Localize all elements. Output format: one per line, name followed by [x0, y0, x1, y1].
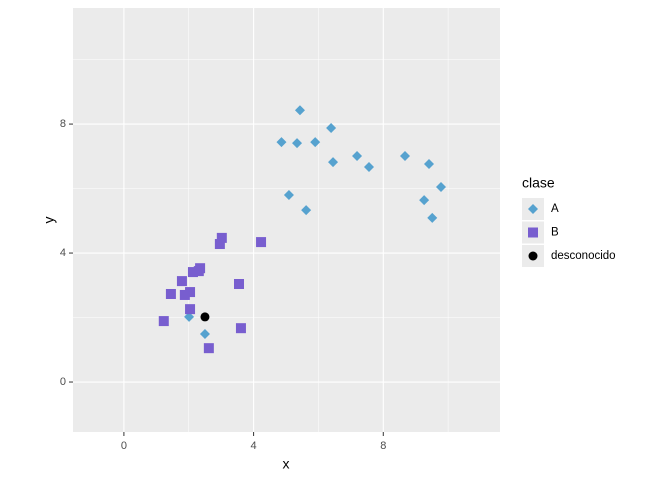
point: [292, 138, 303, 149]
point: [352, 150, 363, 161]
legend-marker: [528, 204, 538, 214]
point: [419, 195, 430, 206]
point: [195, 263, 206, 274]
point: [165, 288, 176, 299]
point: [158, 316, 169, 327]
x-tick-label: 8: [380, 440, 386, 452]
legend-label: B: [551, 227, 559, 239]
legend-label: desconocido: [551, 250, 616, 262]
point: [435, 181, 446, 192]
point: [310, 137, 321, 148]
legend-marker: [528, 251, 538, 261]
point: [187, 267, 198, 278]
y-tick-label: 0: [60, 376, 66, 388]
point: [176, 276, 187, 287]
point: [427, 212, 438, 223]
point: [185, 304, 196, 315]
point: [179, 289, 190, 300]
point: [235, 323, 246, 334]
point: [294, 105, 305, 116]
legend-title: clase: [522, 175, 555, 191]
point: [276, 137, 287, 148]
point: [216, 232, 227, 243]
point: [214, 239, 225, 250]
point: [256, 237, 267, 248]
point: [203, 343, 214, 354]
legend-label: A: [551, 203, 559, 215]
legend-marker: [528, 227, 538, 238]
x-axis-title: x: [283, 456, 290, 472]
point: [199, 328, 210, 339]
point: [200, 312, 210, 322]
y-tick-label: 4: [60, 247, 66, 259]
point: [364, 161, 375, 172]
x-tick-label: 4: [251, 440, 257, 452]
point: [301, 205, 312, 216]
y-axis-title: y: [41, 217, 57, 224]
point: [283, 190, 294, 201]
point: [184, 311, 195, 322]
point: [400, 150, 411, 161]
point: [185, 287, 196, 298]
point: [328, 157, 339, 168]
x-tick-label: 0: [121, 440, 127, 452]
point: [326, 122, 337, 133]
point: [234, 279, 245, 290]
point: [423, 159, 434, 170]
y-tick-label: 8: [60, 118, 66, 130]
plot-panel: [73, 8, 500, 432]
